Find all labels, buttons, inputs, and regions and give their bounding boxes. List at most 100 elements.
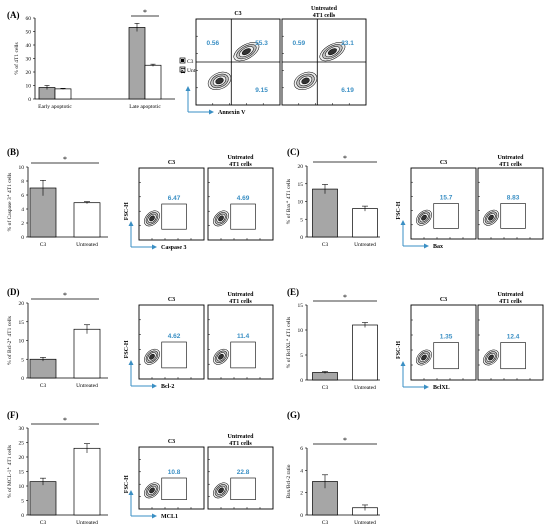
quadrant-percentage: 0.59 <box>292 40 305 47</box>
bar <box>73 202 101 238</box>
y-axis-title: % of Caspase 3⁺ 4T1 cells <box>6 173 13 232</box>
flow-title: C3 <box>168 297 175 303</box>
bar <box>29 358 57 379</box>
panel-label: (C) <box>287 147 300 157</box>
y-tick-label: 60 <box>26 16 32 22</box>
density-contour <box>149 487 155 494</box>
density-contour <box>241 48 251 56</box>
quadrant-percentage: 0.56 <box>206 40 219 47</box>
flow-x-label: Caspase 3 <box>161 245 187 251</box>
flow-y-label: FSC-H <box>124 340 130 358</box>
x-tick-label: C3 <box>322 520 329 526</box>
y-tick-label: 2 <box>300 491 303 497</box>
significance-star: * <box>343 293 347 302</box>
y-tick-label: 10 <box>298 200 304 206</box>
y-axis-title: % of Bcl-2⁺ 4T1 cells <box>6 316 13 365</box>
arrow-head <box>152 383 157 389</box>
flow-x-label: BclXL <box>433 385 450 391</box>
y-tick-label: 6 <box>21 193 24 199</box>
gate-box <box>433 203 459 229</box>
gate-percentage: 4.62 <box>168 333 181 340</box>
bar <box>29 187 57 238</box>
y-tick-label: 5 <box>21 357 24 363</box>
panel-label: (A) <box>7 10 20 20</box>
bar <box>144 64 162 100</box>
flow-title: C3 <box>168 160 175 166</box>
bar <box>54 88 72 100</box>
quadrant-percentage: 55.3 <box>255 40 268 47</box>
gate-box <box>161 477 187 501</box>
y-tick-label: 10 <box>19 165 25 171</box>
flow-y-label: FSC-H <box>396 341 402 359</box>
flow-title: 4T1 cells <box>499 299 522 305</box>
density-contour <box>421 214 427 221</box>
y-axis-title: Bax/Bcl-2 ratio <box>286 464 292 498</box>
flow-title: 4T1 cells <box>229 441 252 447</box>
bar <box>312 372 338 381</box>
x-tick-label: Untreated <box>76 383 98 389</box>
density-contour <box>327 48 337 56</box>
significance-star: * <box>63 155 67 164</box>
arrow-head <box>152 244 157 250</box>
y-tick-label: 20 <box>298 164 304 170</box>
significance-star: * <box>343 436 347 445</box>
flow-title: C3 <box>168 439 175 445</box>
x-tick-label: C3 <box>40 383 47 389</box>
arrow-head <box>424 243 429 249</box>
gate-box <box>161 341 187 369</box>
x-tick-label: C3 <box>40 520 47 526</box>
arrow-head <box>128 490 134 495</box>
y-axis-title: % of Bax⁺ 4T1 cells <box>285 179 292 224</box>
gate-percentage: 6.47 <box>168 195 181 202</box>
flow-title: C3 <box>440 297 447 303</box>
flow-title: 4T1 cells <box>229 299 252 305</box>
y-tick-label: 20 <box>19 301 25 307</box>
gate-percentage: 22.8 <box>237 469 250 476</box>
flow-title: 4T1 cells <box>499 162 522 168</box>
x-tick-label: Untreated <box>76 242 98 248</box>
y-tick-label: 15 <box>298 182 304 188</box>
gate-box <box>500 342 526 370</box>
y-tick-label: 0 <box>21 376 24 382</box>
significance-star: * <box>343 154 347 163</box>
flow-title: 4T1 cells <box>229 162 252 168</box>
quadrant-percentage: 23.1 <box>341 40 354 47</box>
arrow-head <box>424 384 429 390</box>
y-tick-label: 20 <box>26 70 32 76</box>
panel-label: (E) <box>287 287 299 297</box>
gate-percentage: 4.69 <box>237 195 250 202</box>
gate-box <box>230 341 256 369</box>
y-tick-label: 4 <box>300 468 303 474</box>
y-tick-label: 6 <box>300 446 303 452</box>
y-tick-label: 30 <box>19 426 25 432</box>
density-contour <box>488 214 494 221</box>
gate-box <box>500 203 526 229</box>
flow-x-label: Bax <box>433 244 443 250</box>
bar <box>312 188 338 238</box>
gate-percentage: 8.83 <box>507 195 520 202</box>
y-tick-label: 0 <box>21 513 24 519</box>
flow-x-label: Annexin V <box>218 110 246 116</box>
y-tick-label: 0 <box>21 235 24 241</box>
chart-panel-e: (E) 0 5 10 15 % of BclXL⁺ 4T1 cells C3 Untreate… <box>285 287 544 391</box>
panel-label: (G) <box>287 410 300 420</box>
arrow-head <box>400 361 406 366</box>
gate-percentage: 15.7 <box>440 195 453 202</box>
x-tick-label: Early apoptotic <box>38 104 72 110</box>
arrow-head <box>128 360 134 365</box>
gate-box <box>433 342 459 370</box>
x-tick-label: C3 <box>40 242 47 248</box>
y-axis-title: % of 4T1 cells <box>13 42 20 74</box>
y-tick-label: 10 <box>19 339 25 345</box>
y-tick-label: 30 <box>26 57 32 63</box>
density-contour <box>149 215 155 222</box>
arrow-head <box>400 220 406 225</box>
x-tick-label: Late apoptotic <box>129 104 161 110</box>
bar <box>29 481 57 516</box>
flow-title: Untreated <box>498 292 525 298</box>
panel-label: (F) <box>7 410 19 420</box>
